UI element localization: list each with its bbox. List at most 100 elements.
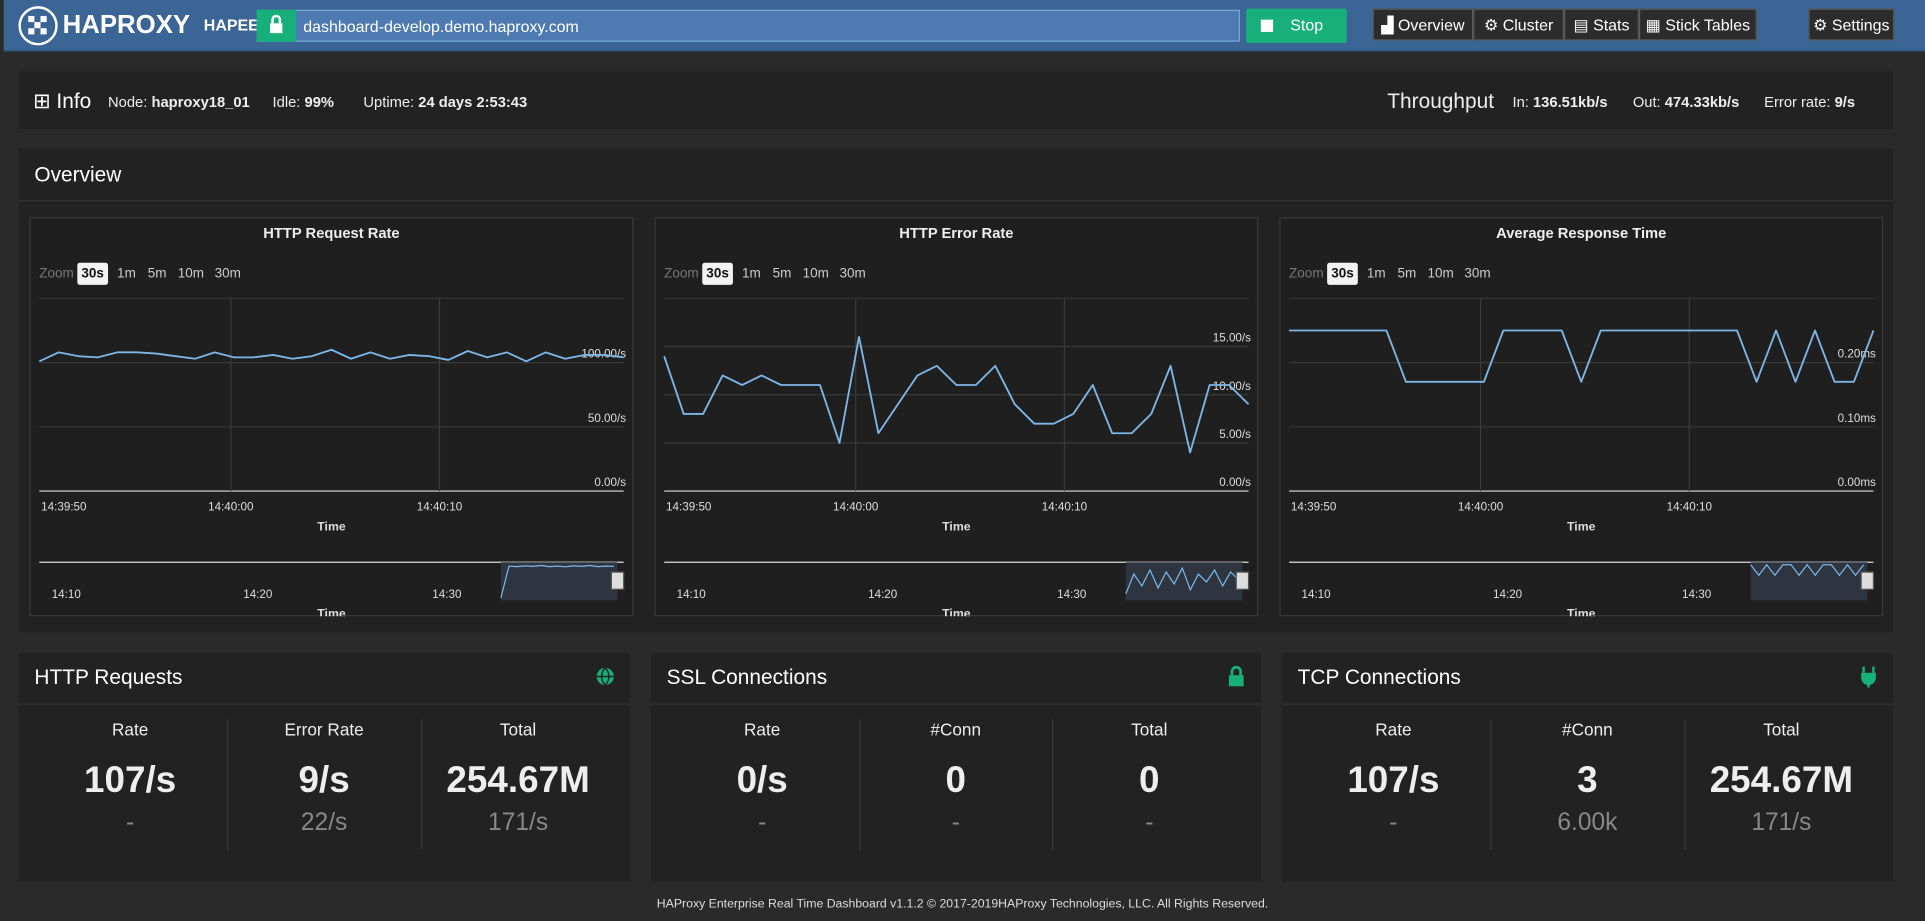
column-sub: 22/s bbox=[300, 809, 348, 837]
logo-icon bbox=[18, 6, 58, 46]
column-value: 254.67M bbox=[1709, 759, 1854, 801]
navigator-selection bbox=[500, 562, 618, 601]
zoom-option: 10m bbox=[1428, 265, 1454, 280]
zoom-option: 30s bbox=[81, 265, 104, 280]
series-line bbox=[38, 348, 624, 363]
column-value: 107/s bbox=[84, 759, 177, 801]
column-value: 9/s bbox=[298, 759, 350, 801]
nav-link[interactable]: ▦ Stick Tables bbox=[1638, 8, 1757, 41]
nav-link-label: Stats bbox=[1593, 15, 1630, 35]
x-axis-label: Time bbox=[317, 519, 346, 533]
value: haproxy18_01 bbox=[151, 93, 250, 111]
panel-icon bbox=[1857, 665, 1879, 688]
column-label: Rate bbox=[111, 719, 149, 740]
navigator-handle[interactable] bbox=[610, 571, 625, 590]
label: Error rate: bbox=[1764, 93, 1831, 111]
navigator-tick-label: 14:10 bbox=[1301, 588, 1331, 601]
stop-button[interactable]: Stop bbox=[1246, 8, 1347, 43]
zoom-option: 1m bbox=[1367, 265, 1386, 280]
zoom-button[interactable] bbox=[1327, 262, 1358, 285]
zoom-option: 1m bbox=[117, 265, 136, 280]
navigator-tick-label: 14:20 bbox=[1493, 588, 1523, 601]
chart-title: HTTP Error Rate bbox=[899, 226, 1013, 242]
x-tick-label: 14:40:10 bbox=[417, 501, 463, 514]
value: 136.51kb/s bbox=[1532, 93, 1608, 111]
y-tick-label: 50.00/s bbox=[588, 412, 626, 425]
y-tick-label: 0.10ms bbox=[1838, 412, 1876, 425]
column-divider bbox=[227, 719, 229, 850]
y-tick-label: 10.00/s bbox=[1213, 380, 1251, 393]
zoom-option: 30s bbox=[1331, 265, 1354, 280]
navigator-handle[interactable] bbox=[1235, 571, 1250, 590]
panel bbox=[650, 653, 1261, 882]
panel-divider bbox=[650, 703, 1261, 705]
chart-frame bbox=[654, 217, 1259, 617]
idle: Idle: 99% bbox=[273, 93, 334, 110]
zoom-label: Zoom bbox=[1289, 265, 1324, 280]
column-sub: - bbox=[126, 809, 135, 837]
column-value: 107/s bbox=[1347, 759, 1440, 801]
in: In: 136.51kb/s bbox=[1513, 93, 1608, 110]
nav-link[interactable]: ⚙ Cluster bbox=[1473, 8, 1565, 41]
label: Uptime: bbox=[363, 93, 415, 111]
nav-link[interactable]: ▟ Overview bbox=[1372, 8, 1474, 41]
navigator-series bbox=[1750, 563, 1865, 577]
divider bbox=[18, 200, 1894, 202]
navigator-tick-label: 14:30 bbox=[432, 588, 462, 601]
zoom-button[interactable] bbox=[702, 262, 733, 285]
navigator-series bbox=[500, 564, 614, 599]
navigator-tick-label: 14:10 bbox=[52, 588, 82, 601]
label: Node: bbox=[108, 93, 148, 111]
y-tick-label: 0.00ms bbox=[1838, 476, 1876, 489]
zoom-option: 30s bbox=[706, 265, 729, 280]
settings-button[interactable]: ⚙ Settings bbox=[1808, 8, 1895, 41]
column-sub: - bbox=[1389, 809, 1398, 837]
navigator-series bbox=[1125, 566, 1240, 595]
column-divider bbox=[1052, 719, 1054, 850]
chart-title: HTTP Request Rate bbox=[263, 226, 399, 242]
column-value: 0/s bbox=[736, 759, 788, 801]
navigator-selection bbox=[1125, 562, 1243, 601]
lock-box bbox=[256, 9, 296, 42]
label: Out: bbox=[1632, 93, 1661, 111]
navigator-axis-label: Time bbox=[1567, 607, 1596, 617]
hapee-label: HAPEE: bbox=[203, 15, 265, 35]
series-line bbox=[1289, 329, 1875, 383]
zoom-button[interactable] bbox=[77, 262, 109, 285]
column-value: 0 bbox=[945, 759, 966, 801]
column-label: #Conn bbox=[1562, 719, 1613, 740]
column-value: 254.67M bbox=[446, 759, 590, 801]
x-tick-label: 14:40:10 bbox=[1667, 501, 1713, 514]
panel-divider bbox=[1281, 703, 1894, 705]
throughput-title: Throughput bbox=[1387, 89, 1495, 113]
url-field[interactable] bbox=[256, 9, 1240, 42]
column-sub: 171/s bbox=[488, 809, 549, 837]
node: Node: haproxy18_01 bbox=[108, 93, 250, 110]
column-sub: - bbox=[1145, 809, 1154, 837]
chart: Average Response Time Zoom 30s 1m 5m 10m 30m 0.… bbox=[1279, 217, 1884, 617]
zoom-option: 5m bbox=[773, 265, 792, 280]
column-divider bbox=[421, 719, 423, 850]
value: 9/s bbox=[1834, 93, 1856, 111]
info-bar bbox=[18, 71, 1894, 129]
x-axis-label: Time bbox=[1567, 519, 1596, 533]
nav-link-label: Stick Tables bbox=[1665, 15, 1751, 35]
x-axis-label: Time bbox=[942, 519, 971, 533]
nav-link-label: Overview bbox=[1397, 15, 1465, 35]
zoom-option: 30m bbox=[215, 265, 241, 280]
panel-divider bbox=[18, 703, 630, 705]
zoom-option: 5m bbox=[1398, 265, 1417, 280]
nav-link[interactable]: ▤ Stats bbox=[1564, 8, 1639, 41]
navigator-axis-label: Time bbox=[317, 607, 346, 617]
error-rate: Error rate: 9/s bbox=[1764, 93, 1855, 110]
navigator-handle[interactable] bbox=[1860, 571, 1875, 590]
zoom-option: 5m bbox=[148, 265, 167, 280]
column-label: Total bbox=[1763, 719, 1800, 740]
label: Idle: bbox=[272, 93, 301, 111]
column-label: #Conn bbox=[930, 719, 982, 740]
panel-icon bbox=[594, 665, 616, 687]
value: 24 days 2:53:43 bbox=[418, 93, 528, 111]
overview-title: Overview bbox=[34, 163, 122, 187]
panel-icon bbox=[1225, 665, 1247, 687]
